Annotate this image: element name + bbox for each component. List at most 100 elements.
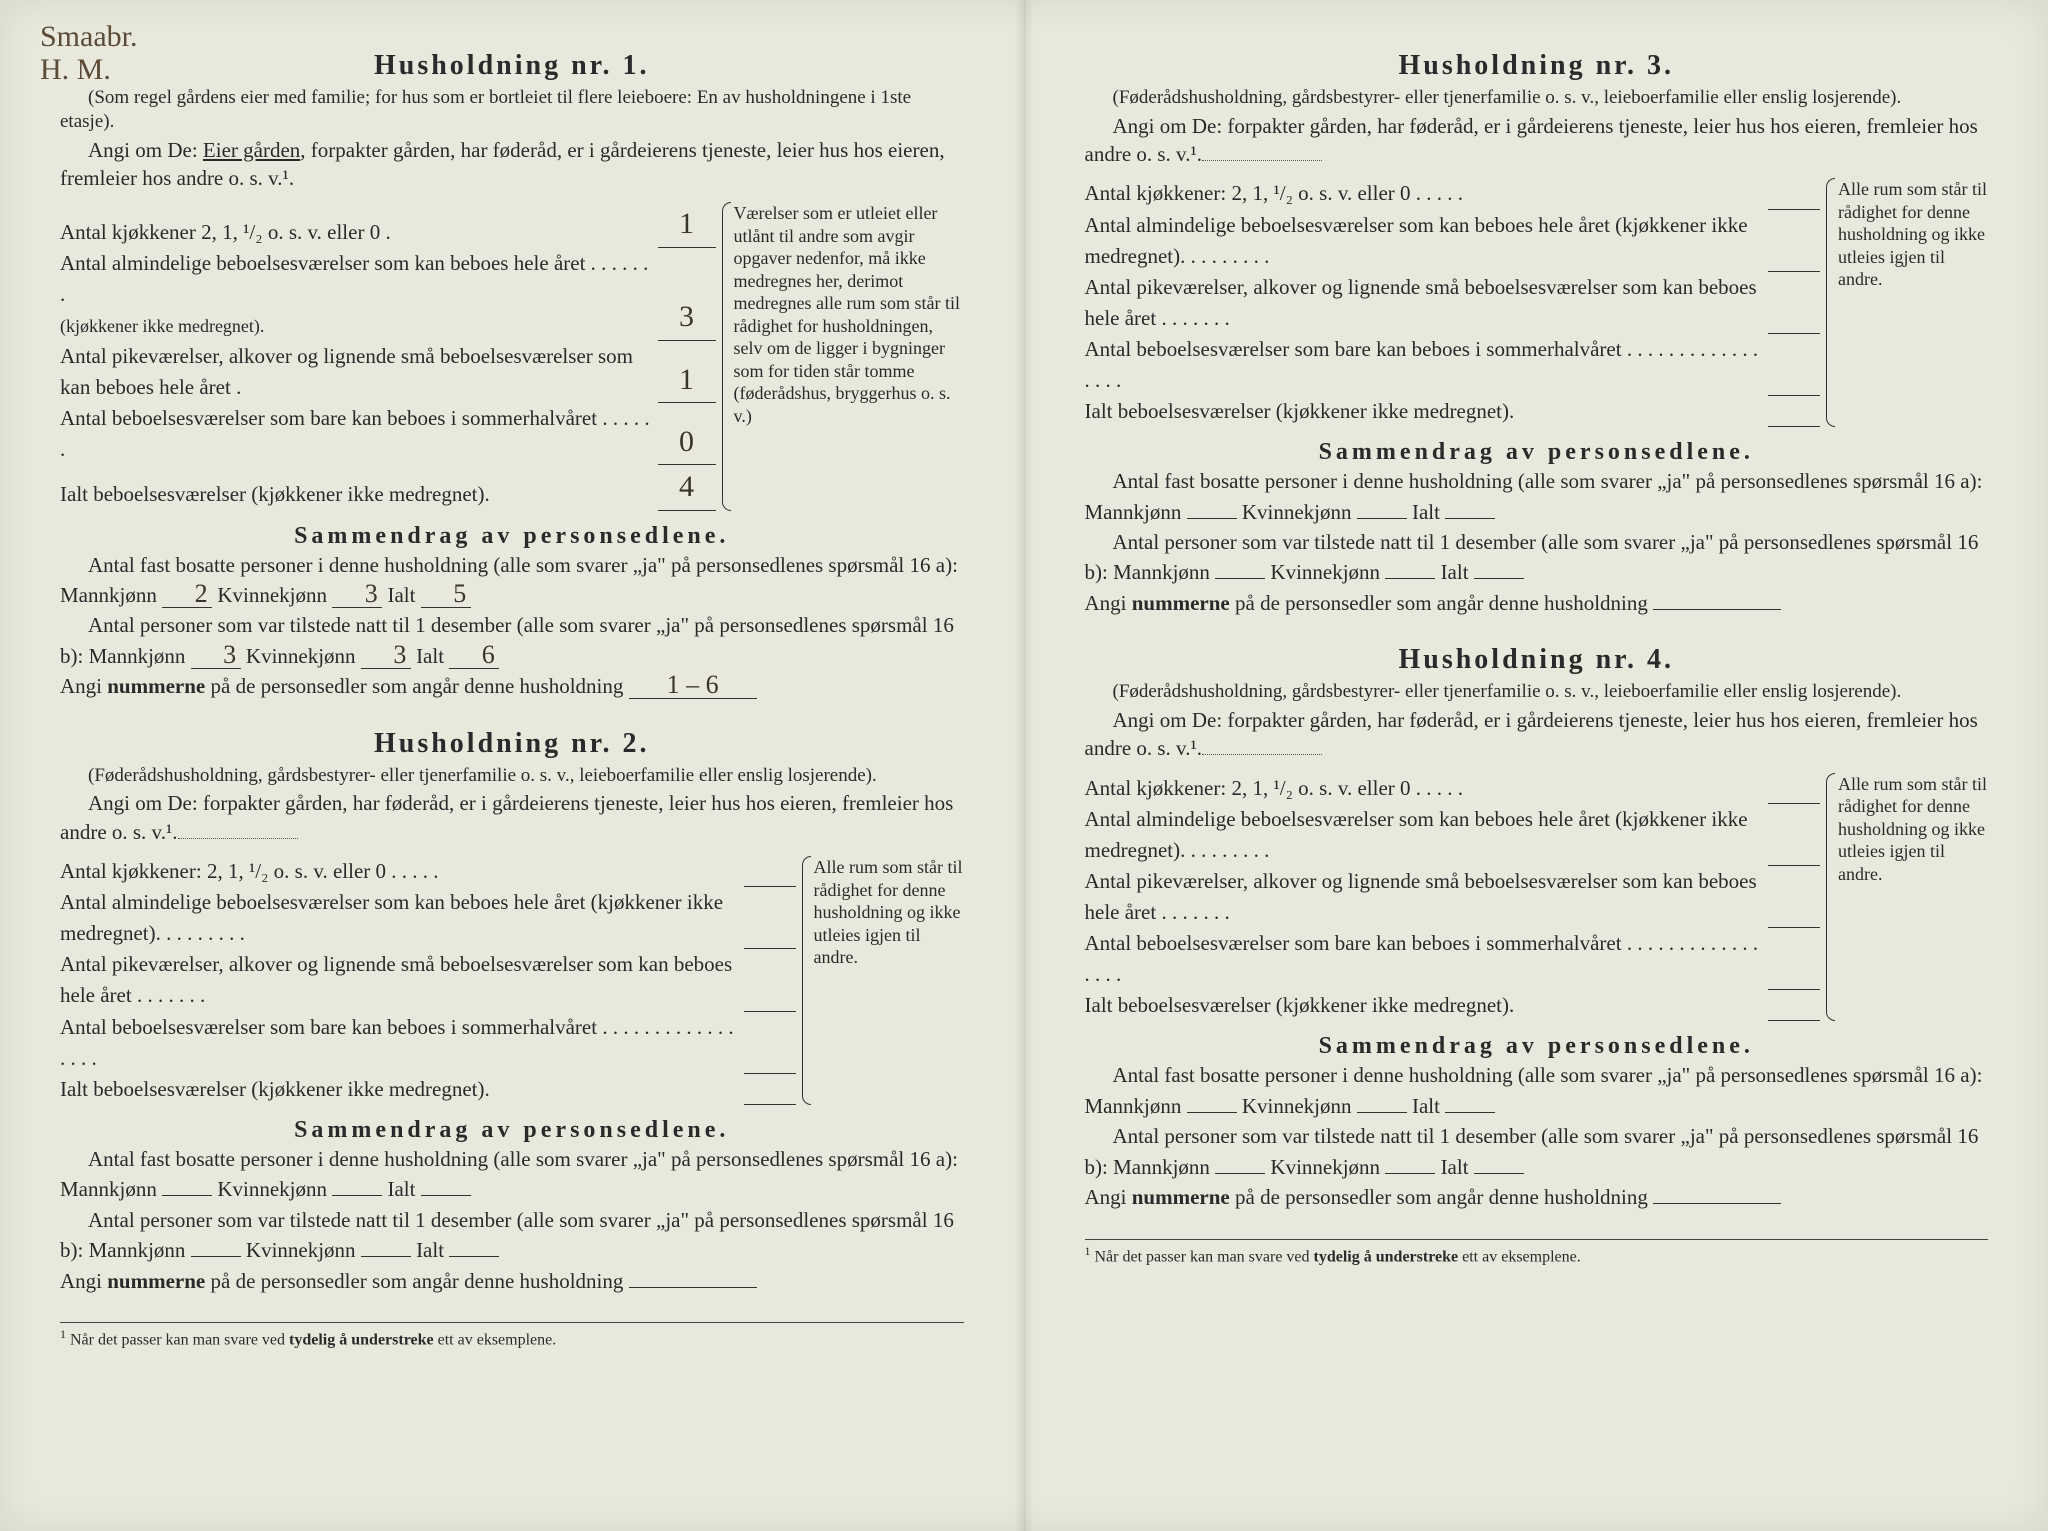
rooms-left-2: Antal kjøkkener: 2, 1, ¹/₂ o. s. v. elle… <box>60 856 796 1105</box>
hh2-kjokkener-value[interactable] <box>744 886 796 887</box>
rooms-left-3: Antal kjøkkener: 2, 1, ¹/₂ o. s. v. elle… <box>1085 178 1821 427</box>
household-2-summary-1: Antal fast bosatte personer i denne hush… <box>60 1144 964 1205</box>
rooms-left-4: Antal kjøkkener: 2, 1, ¹/₂ o. s. v. elle… <box>1085 773 1821 1022</box>
hh4-ialt-16b[interactable] <box>1474 1173 1524 1174</box>
hh4-pike-value[interactable] <box>1768 927 1820 928</box>
hh4-row-kjokkener: Antal kjøkkener: 2, 1, ¹/₂ o. s. v. elle… <box>1085 773 1821 804</box>
hh1-kvinne-16a[interactable]: 3 <box>332 581 382 608</box>
hh2-mann-16b[interactable] <box>191 1256 241 1257</box>
household-1-summary-1: Antal fast bosatte personer i denne hush… <box>60 550 964 611</box>
hh3-sommer-value[interactable] <box>1768 395 1820 396</box>
household-3-summary-1: Antal fast bosatte personer i denne hush… <box>1085 466 1989 527</box>
kjokkener-label: Antal kjøkkener 2, 1, ¹/₂ o. s. v. eller… <box>60 217 658 248</box>
hh3-kvinne-16a[interactable] <box>1357 518 1407 519</box>
household-4-note: (Føderådshusholdning, gårdsbestyrer- ell… <box>1085 680 1989 704</box>
household-3-sidenote: Alle rum som står til rådighet for denne… <box>1820 178 1988 427</box>
hh2-almindelige-value[interactable] <box>744 948 796 949</box>
household-3-title: Husholdning nr. 3. <box>1085 50 1989 82</box>
hh3-mann-16a[interactable] <box>1187 518 1237 519</box>
hh4-mann-16a[interactable] <box>1187 1112 1237 1113</box>
hh4-kvinne-16b[interactable] <box>1385 1173 1435 1174</box>
hh4-prompt-blank[interactable] <box>1202 735 1322 755</box>
hh2-row-almindelige: Antal almindelige beboelsesværelser som … <box>60 887 796 949</box>
brace-icon <box>796 856 810 1105</box>
household-4-summary-2: Antal personer som var tilstede natt til… <box>1085 1121 1989 1182</box>
pike-value[interactable]: 1 <box>658 358 716 403</box>
hh4-kvinne-16a[interactable] <box>1357 1112 1407 1113</box>
prompt-owner-underlined: Eier gården <box>203 138 300 162</box>
hh1-mann-16a[interactable]: 2 <box>162 581 212 608</box>
hh4-ialt-value[interactable] <box>1768 1020 1820 1021</box>
household-3-summary-title: Sammendrag av personsedlene. <box>1085 439 1989 466</box>
hh1-mann-16b[interactable]: 3 <box>191 642 241 669</box>
hh4-mann-16b[interactable] <box>1215 1173 1265 1174</box>
hh3-personsedler-range[interactable] <box>1653 609 1781 610</box>
hh1-ialt-16b[interactable]: 6 <box>449 642 499 669</box>
kjokkener-value[interactable]: 1 <box>658 202 716 247</box>
household-1: Husholdning nr. 1. (Som regel gårdens ei… <box>60 50 964 702</box>
household-1-prompt: Angi om De: Eier gården, forpakter gårde… <box>60 136 964 193</box>
pike-label: Antal pikeværelser, alkover og lignende … <box>60 341 658 403</box>
household-3-note: (Føderådshusholdning, gårdsbestyrer- ell… <box>1085 86 1989 110</box>
hh2-pike-value[interactable] <box>744 1011 796 1012</box>
household-3-summary-2: Antal personer som var tilstede natt til… <box>1085 527 1989 588</box>
hh4-sommer-value[interactable] <box>1768 989 1820 990</box>
household-4-summary-1: Antal fast bosatte personer i denne hush… <box>1085 1060 1989 1121</box>
hh3-row-almindelige: Antal almindelige beboelsesværelser som … <box>1085 210 1821 272</box>
hh3-kvinne-16b[interactable] <box>1385 578 1435 579</box>
hh3-ialt-16b[interactable] <box>1474 578 1524 579</box>
hh3-almindelige-value[interactable] <box>1768 271 1820 272</box>
hh4-personsedler-range[interactable] <box>1653 1203 1781 1204</box>
hh3-mann-16b[interactable] <box>1215 578 1265 579</box>
sommer-value[interactable]: 0 <box>658 420 716 465</box>
hh2-row-pike: Antal pikeværelser, alkover og lignende … <box>60 949 796 1011</box>
household-3: Husholdning nr. 3. (Føderådshusholdning,… <box>1085 50 1989 618</box>
left-page: Smaabr. H. M. Husholdning nr. 1. (Som re… <box>0 0 1025 1531</box>
household-1-summary-2: Antal personer som var tilstede natt til… <box>60 610 964 671</box>
hh3-ialt-16a[interactable] <box>1445 518 1495 519</box>
hh1-personsedler-range[interactable]: 1 – 6 <box>629 672 757 699</box>
hh4-almindelige-value[interactable] <box>1768 865 1820 866</box>
household-4-summary-title: Sammendrag av personsedlene. <box>1085 1033 1989 1060</box>
census-form-sheet: Smaabr. H. M. Husholdning nr. 1. (Som re… <box>0 0 2048 1531</box>
hh2-kvinne-16a[interactable] <box>332 1195 382 1196</box>
hh2-personsedler-range[interactable] <box>629 1287 757 1288</box>
household-1-note: (Som regel gårdens eier med familie; for… <box>60 86 964 134</box>
hh1-kvinne-16b[interactable]: 3 <box>361 642 411 669</box>
hh4-row-almindelige: Antal almindelige beboelsesværelser som … <box>1085 804 1821 866</box>
sidenote-text-3: Alle rum som står til rådighet for denne… <box>1838 179 1987 289</box>
household-1-summary-3: Angi nummerne på de personsedler som ang… <box>60 671 964 701</box>
hh3-prompt-blank[interactable] <box>1202 141 1322 161</box>
hh2-mann-16a[interactable] <box>162 1195 212 1196</box>
hh2-row-sommer: Antal beboelsesværelser som bare kan beb… <box>60 1012 796 1074</box>
hh4-ialt-16a[interactable] <box>1445 1112 1495 1113</box>
hh2-row-kjokkener: Antal kjøkkener: 2, 1, ¹/₂ o. s. v. elle… <box>60 856 796 887</box>
sidenote-text-2: Alle rum som står til rådighet for denne… <box>814 857 963 967</box>
hh2-prompt-blank[interactable] <box>178 819 298 839</box>
hh2-ialt-value[interactable] <box>744 1104 796 1105</box>
right-page: Husholdning nr. 3. (Føderådshusholdning,… <box>1025 0 2048 1531</box>
hh2-ialt-16a[interactable] <box>421 1195 471 1196</box>
footnote-left: 1 Når det passer kan man svare ved tydel… <box>60 1322 964 1349</box>
hh2-sommer-value[interactable] <box>744 1073 796 1074</box>
household-2-summary-3: Angi nummerne på de personsedler som ang… <box>60 1266 964 1296</box>
hh3-ialt-value[interactable] <box>1768 426 1820 427</box>
hh2-ialt-16b[interactable] <box>449 1256 499 1257</box>
almindelige-label: Antal almindelige beboelsesværelser som … <box>60 248 658 341</box>
household-3-summary-3: Angi nummerne på de personsedler som ang… <box>1085 588 1989 618</box>
rooms-left: Antal kjøkkener 2, 1, ¹/₂ o. s. v. eller… <box>60 202 716 510</box>
sidenote-text-4: Alle rum som står til rådighet for denne… <box>1838 774 1987 884</box>
household-4-prompt: Angi om De: forpakter gården, har føderå… <box>1085 706 1989 763</box>
hh2-kvinne-16b[interactable] <box>361 1256 411 1257</box>
hh3-pike-value[interactable] <box>1768 333 1820 334</box>
household-1-title: Husholdning nr. 1. <box>60 50 964 82</box>
footnote-right: 1 Når det passer kan man svare ved tydel… <box>1085 1239 1989 1266</box>
almindelige-value[interactable]: 3 <box>658 295 716 340</box>
hh4-kjokkener-value[interactable] <box>1768 803 1820 804</box>
household-4: Husholdning nr. 4. (Føderådshusholdning,… <box>1085 644 1989 1212</box>
hh1-ialt-16a[interactable]: 5 <box>421 581 471 608</box>
hh3-kjokkener-value[interactable] <box>1768 209 1820 210</box>
hh3-row-pike: Antal pikeværelser, alkover og lignende … <box>1085 272 1821 334</box>
ialt-value[interactable]: 4 <box>658 465 716 510</box>
handwritten-line2: H. M. <box>40 53 138 86</box>
